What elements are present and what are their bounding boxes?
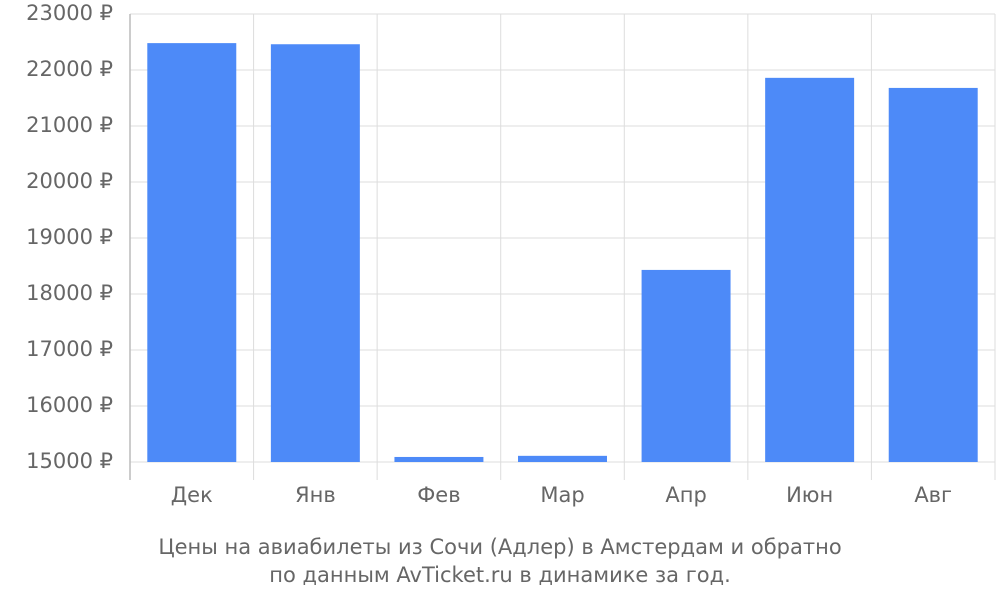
bar [147, 43, 237, 463]
x-tick-label: Янв [295, 483, 336, 507]
bar [394, 456, 484, 462]
y-tick-label: 16000 ₽ [26, 393, 113, 417]
y-tick-label: 22000 ₽ [26, 57, 113, 81]
y-tick-label: 21000 ₽ [26, 113, 113, 137]
bar [888, 87, 978, 463]
x-tick-label: Мар [540, 483, 584, 507]
y-tick-label: 20000 ₽ [26, 169, 113, 193]
bar [641, 269, 731, 462]
y-tick-label: 18000 ₽ [26, 281, 113, 305]
y-tick-label: 17000 ₽ [26, 337, 113, 361]
y-tick-label: 19000 ₽ [26, 225, 113, 249]
bar [518, 455, 607, 462]
x-tick-label: Июн [786, 483, 833, 507]
x-tick-label: Фев [417, 483, 460, 507]
bar [765, 77, 855, 462]
chart-title: по данным AvTicket.ru в динамике за год. [269, 563, 731, 587]
x-tick-label: Апр [665, 483, 706, 507]
y-tick-label: 23000 ₽ [26, 1, 113, 25]
y-tick-label: 15000 ₽ [26, 449, 113, 473]
x-tick-label: Дек [171, 483, 213, 507]
x-tick-label: Авг [914, 483, 952, 507]
bar [270, 44, 360, 463]
chart-title: Цены на авиабилеты из Сочи (Адлер) в Амс… [158, 535, 841, 559]
